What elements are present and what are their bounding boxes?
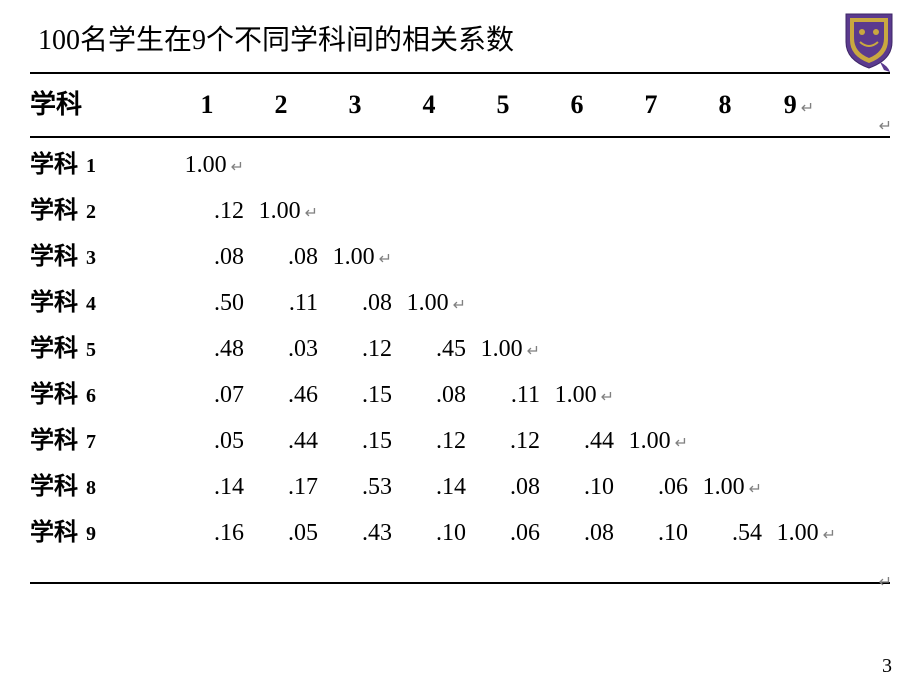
header-label: 学科 (30, 84, 170, 121)
col-header: 8 (688, 90, 762, 120)
table-cell: .10 (614, 520, 688, 547)
table-cell: .06 (614, 474, 688, 501)
table-cell: .07 (170, 382, 244, 409)
table-row: 学科 4.50.11.081.00↵ (30, 276, 890, 322)
table-cell: .12 (466, 428, 540, 455)
row-label: 学科 8 (30, 466, 170, 501)
table-cell: 1.00↵ (392, 290, 466, 317)
table-cell: 1.00↵ (688, 474, 762, 501)
bottom-rule (30, 582, 890, 584)
table-cell: 1.00↵ (170, 152, 244, 179)
table-cell: .10 (392, 520, 466, 547)
table-cell: .11 (244, 290, 318, 317)
table-cell: .15 (318, 428, 392, 455)
table-cell: .15 (318, 382, 392, 409)
table-cell: .45 (392, 336, 466, 363)
table-cell: .44 (244, 428, 318, 455)
enter-mark-icon: ↵ (879, 116, 892, 136)
col-header: 4 (392, 90, 466, 120)
table-cell: .53 (318, 474, 392, 501)
row-label: 学科 5 (30, 328, 170, 363)
correlation-table: 学科 1 2 3 4 5 6 7 8 9↵ ↵ 学科 11.00↵学科 2.12… (30, 72, 890, 584)
col-header: 2 (244, 90, 318, 120)
table-cell: .12 (392, 428, 466, 455)
table-cell: .14 (170, 474, 244, 501)
table-cell: 1.00↵ (466, 336, 540, 363)
table-cell: .54 (688, 520, 762, 547)
col-header: 5 (466, 90, 540, 120)
col-header: 1 (170, 90, 244, 120)
row-label: 学科 3 (30, 236, 170, 271)
table-cell: .46 (244, 382, 318, 409)
table-cell: .10 (540, 474, 614, 501)
col-header: 6 (540, 90, 614, 120)
table-cell: .50 (170, 290, 244, 317)
table-row: 学科 8.14.17.53.14.08.10.061.00↵ (30, 460, 890, 506)
table-cell: .12 (318, 336, 392, 363)
col-header: 3 (318, 90, 392, 120)
table-cell: 1.00↵ (540, 382, 614, 409)
table-cell: 1.00↵ (318, 244, 392, 271)
table-cell: .12 (170, 198, 244, 225)
row-label: 学科 6 (30, 374, 170, 409)
row-label: 学科 4 (30, 282, 170, 317)
table-cell: .44 (540, 428, 614, 455)
row-label: 学科 1 (30, 144, 170, 179)
col-header: 7 (614, 90, 688, 120)
table-cell: .11 (466, 382, 540, 409)
table-row: 学科 2.121.00↵ (30, 184, 890, 230)
table-header-row: 学科 1 2 3 4 5 6 7 8 9↵ ↵ (30, 74, 890, 136)
page-number: 3 (882, 655, 892, 678)
table-row: 学科 5.48.03.12.451.00↵ (30, 322, 890, 368)
slide-title: 100名学生在9个不同学科间的相关系数 (38, 18, 514, 58)
table-cell: 1.00↵ (762, 520, 836, 547)
table-cell: .43 (318, 520, 392, 547)
university-crest-icon (840, 10, 898, 72)
table-row: 学科 11.00↵ (30, 138, 890, 184)
col-header: 9↵ (762, 90, 836, 120)
table-cell: 1.00↵ (614, 428, 688, 455)
table-cell: .06 (466, 520, 540, 547)
row-label: 学科 2 (30, 190, 170, 225)
table-cell: .16 (170, 520, 244, 547)
table-cell: .14 (392, 474, 466, 501)
table-cell: .05 (170, 428, 244, 455)
table-cell: .08 (170, 244, 244, 271)
table-row: 学科 9.16.05.43.10.06.08.10.541.00↵ (30, 506, 890, 552)
table-row: 学科 3.08.081.00↵ (30, 230, 890, 276)
table-cell: .08 (244, 244, 318, 271)
table-cell: .48 (170, 336, 244, 363)
table-cell: .03 (244, 336, 318, 363)
table-cell: .17 (244, 474, 318, 501)
table-cell: 1.00↵ (244, 198, 318, 225)
table-row: 学科 6.07.46.15.08.111.00↵ (30, 368, 890, 414)
row-label: 学科 9 (30, 512, 170, 547)
table-cell: .08 (392, 382, 466, 409)
enter-mark-icon: ↵ (801, 100, 814, 117)
table-row: 学科 7.05.44.15.12.12.441.00↵ (30, 414, 890, 460)
row-label: 学科 7 (30, 420, 170, 455)
table-cell: .08 (318, 290, 392, 317)
table-cell: .05 (244, 520, 318, 547)
table-cell: .08 (540, 520, 614, 547)
enter-mark-icon: ↵ (879, 572, 892, 592)
table-cell: .08 (466, 474, 540, 501)
